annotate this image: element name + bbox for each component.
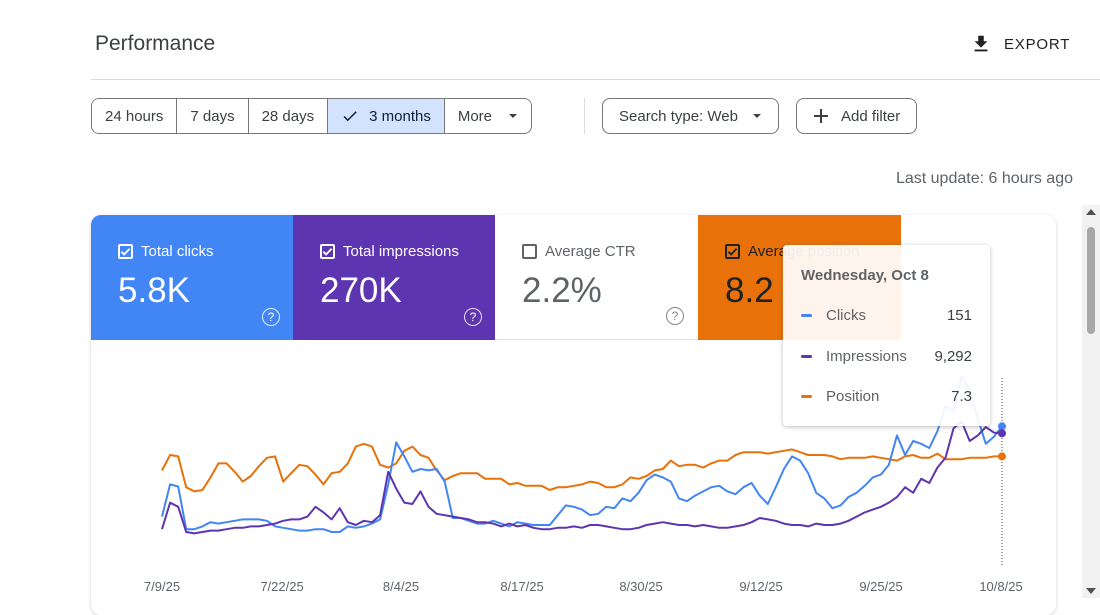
scroll-down-arrow-icon[interactable] xyxy=(1086,588,1096,594)
caret-down-icon xyxy=(752,114,761,118)
metric-label: Total impressions xyxy=(343,243,459,260)
tooltip-row-impressions: Impressions 9,292 xyxy=(801,348,972,365)
range-label: 28 days xyxy=(261,107,315,125)
metric-average-ctr[interactable]: Average CTR 2.2% ? xyxy=(495,215,698,340)
help-icon[interactable]: ? xyxy=(464,308,482,326)
range-label: 24 hours xyxy=(105,107,164,125)
metric-total-clicks[interactable]: Total clicks 5.8K ? xyxy=(91,215,294,340)
metric-value: 2.2% xyxy=(522,271,602,310)
range-label: 3 months xyxy=(369,107,431,125)
date-range-selector: 24 hours 7 days 28 days 3 months More xyxy=(91,98,533,134)
range-3-months[interactable]: 3 months xyxy=(328,99,445,133)
scroll-thumb[interactable] xyxy=(1087,227,1095,334)
range-more-dropdown[interactable]: More xyxy=(444,99,532,133)
checkmark-icon xyxy=(343,111,357,122)
range-28-days[interactable]: 28 days xyxy=(248,99,329,133)
tooltip-value: 151 xyxy=(946,307,972,324)
plus-icon xyxy=(814,109,828,123)
page-scrollbar[interactable] xyxy=(1082,205,1100,598)
export-button[interactable]: EXPORT xyxy=(962,26,1078,62)
help-icon[interactable]: ? xyxy=(262,308,280,326)
range-label: More xyxy=(457,107,493,125)
header-divider xyxy=(91,79,1100,80)
checkbox-checked-icon[interactable] xyxy=(118,244,133,259)
range-label: 7 days xyxy=(190,107,235,125)
add-filter-label: Add filter xyxy=(841,107,901,125)
metric-label-row: Average CTR xyxy=(522,243,636,260)
last-update-text: Last update: 6 hours ago xyxy=(895,170,1073,187)
search-type-label: Search type: Web xyxy=(619,107,738,125)
tooltip-name: Impressions xyxy=(826,348,907,365)
top-bar: Performance EXPORT xyxy=(0,0,1100,80)
range-24-hours[interactable]: 24 hours xyxy=(92,99,178,133)
metric-label: Total clicks xyxy=(141,243,214,260)
tooltip-row-clicks: Clicks 151 xyxy=(801,307,972,324)
add-filter-button[interactable]: Add filter xyxy=(796,98,918,134)
range-7-days[interactable]: 7 days xyxy=(177,99,249,133)
metric-value: 5.8K xyxy=(118,271,190,310)
help-icon[interactable]: ? xyxy=(666,307,684,325)
filter-separator xyxy=(584,98,585,134)
clicks-swatch xyxy=(801,314,812,317)
checkbox-checked-icon[interactable] xyxy=(725,244,740,259)
metric-total-impressions[interactable]: Total impressions 270K ? xyxy=(293,215,496,340)
impressions-swatch xyxy=(801,355,812,358)
caret-down-icon xyxy=(509,114,518,118)
tooltip-date: Wednesday, Oct 8 xyxy=(801,267,929,284)
page-title: Performance xyxy=(95,32,216,55)
scroll-up-arrow-icon[interactable] xyxy=(1086,209,1096,215)
metric-label: Average CTR xyxy=(545,243,636,260)
tooltip-name: Clicks xyxy=(826,307,866,324)
export-label: EXPORT xyxy=(1004,35,1071,53)
metric-value: 270K xyxy=(320,271,402,310)
checkbox-unchecked-icon[interactable] xyxy=(522,244,537,259)
chart-tooltip: Wednesday, Oct 8 Clicks 151 Impressions … xyxy=(783,245,990,426)
tooltip-row-position: Position 7.3 xyxy=(801,388,972,405)
tooltip-name: Position xyxy=(826,388,880,405)
metric-label-row: Total clicks xyxy=(118,243,214,260)
position-swatch xyxy=(801,395,812,398)
search-type-dropdown[interactable]: Search type: Web xyxy=(602,98,779,134)
download-icon xyxy=(974,35,988,52)
metric-value: 8.2 xyxy=(725,271,774,310)
metric-label-row: Total impressions xyxy=(320,243,459,260)
checkbox-checked-icon[interactable] xyxy=(320,244,335,259)
tooltip-value: 9,292 xyxy=(934,348,972,365)
tooltip-value: 7.3 xyxy=(951,388,972,405)
